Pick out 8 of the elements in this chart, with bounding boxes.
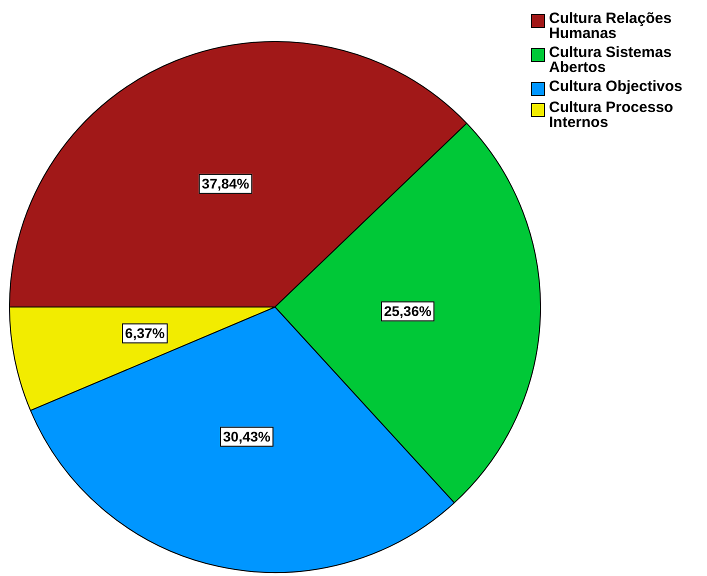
legend-label: Cultura Objectivos — [549, 78, 684, 95]
legend-label: Cultura Processo Internos — [549, 99, 674, 131]
data-label: 37,84% — [202, 176, 250, 192]
data-label: 30,43% — [222, 428, 272, 445]
data-label: 25,36% — [384, 303, 432, 320]
legend-label: Cultura Sistemas Abertos — [549, 44, 673, 76]
data-label: 6,37% — [125, 325, 166, 342]
legend-label: Cultura Relações Humanas — [549, 10, 673, 42]
